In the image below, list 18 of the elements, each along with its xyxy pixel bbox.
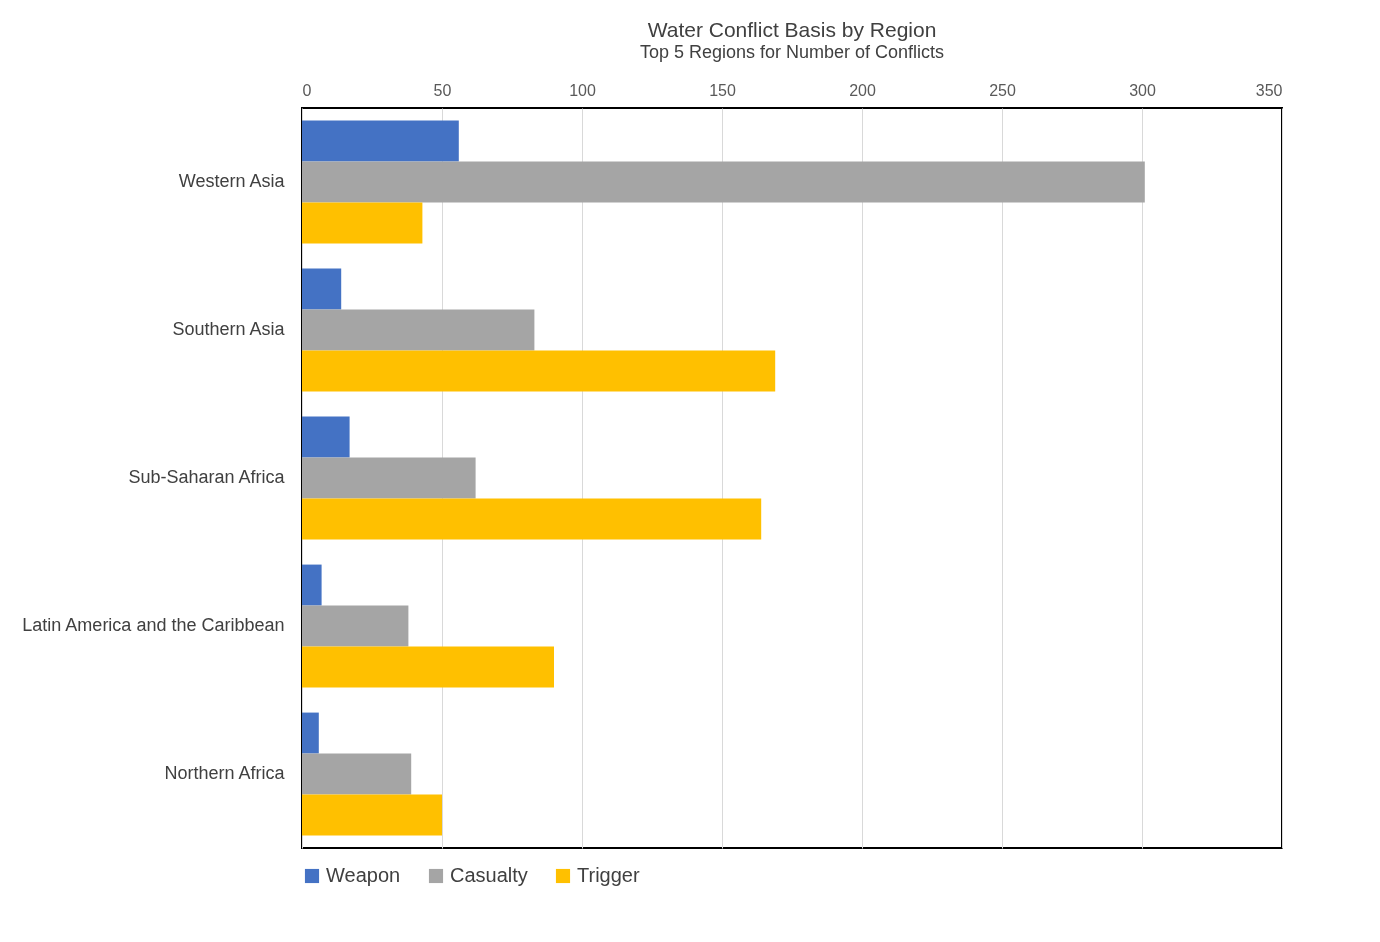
y-tick-label: Southern Asia bbox=[172, 319, 286, 339]
y-tick-label: Northern Africa bbox=[164, 763, 286, 783]
x-tick-label: 250 bbox=[989, 81, 1016, 99]
x-tick-label: 200 bbox=[849, 81, 876, 99]
x-tick-label: 0 bbox=[302, 81, 312, 99]
x-tick-label: 50 bbox=[433, 81, 452, 99]
legend-label: Trigger bbox=[577, 864, 640, 886]
x-tick-label: 350 bbox=[1255, 81, 1283, 99]
legend-label: Weapon bbox=[326, 864, 401, 886]
x-tick-label: 100 bbox=[569, 81, 596, 99]
x-tick-label: 300 bbox=[1129, 81, 1156, 99]
chart-subtitle: Top 5 Regions for Number of Conflicts bbox=[639, 42, 945, 62]
y-tick-label: Latin America and the Caribbean bbox=[22, 615, 285, 635]
x-tick-label: 150 bbox=[709, 81, 736, 99]
legend-label: Casualty bbox=[450, 864, 528, 886]
y-tick-label: Western Asia bbox=[178, 171, 286, 191]
chart-title: Water Conflict Basis by Region bbox=[647, 18, 937, 41]
y-tick-label: Sub-Saharan Africa bbox=[128, 467, 286, 487]
